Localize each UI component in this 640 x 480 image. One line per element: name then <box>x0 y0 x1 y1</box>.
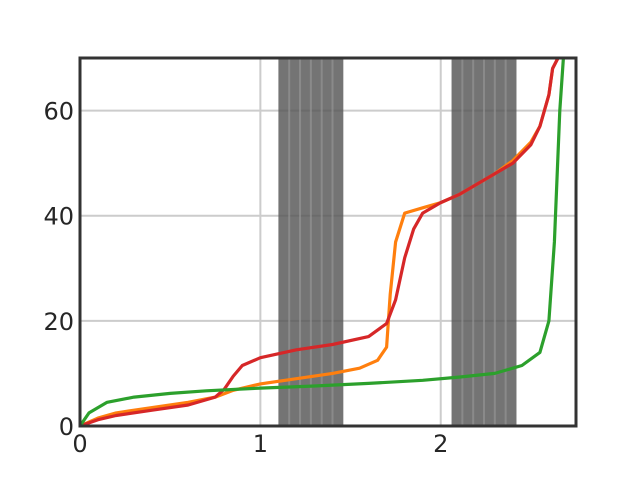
x-tick-label: 0 <box>72 430 87 458</box>
x-tick-label: 1 <box>253 430 268 458</box>
y-tick-label: 0 <box>59 413 74 441</box>
y-tick-label: 60 <box>43 98 74 126</box>
series-lines <box>80 58 566 426</box>
plot-frame <box>78 56 578 428</box>
y-tick-label: 20 <box>43 308 74 336</box>
x-tick-label: 2 <box>433 430 448 458</box>
series-line-2 <box>80 58 560 426</box>
y-tick-label: 40 <box>43 203 74 231</box>
shaded-bands <box>278 58 517 426</box>
series-line-1 <box>80 58 560 426</box>
series-line-3 <box>80 58 566 426</box>
